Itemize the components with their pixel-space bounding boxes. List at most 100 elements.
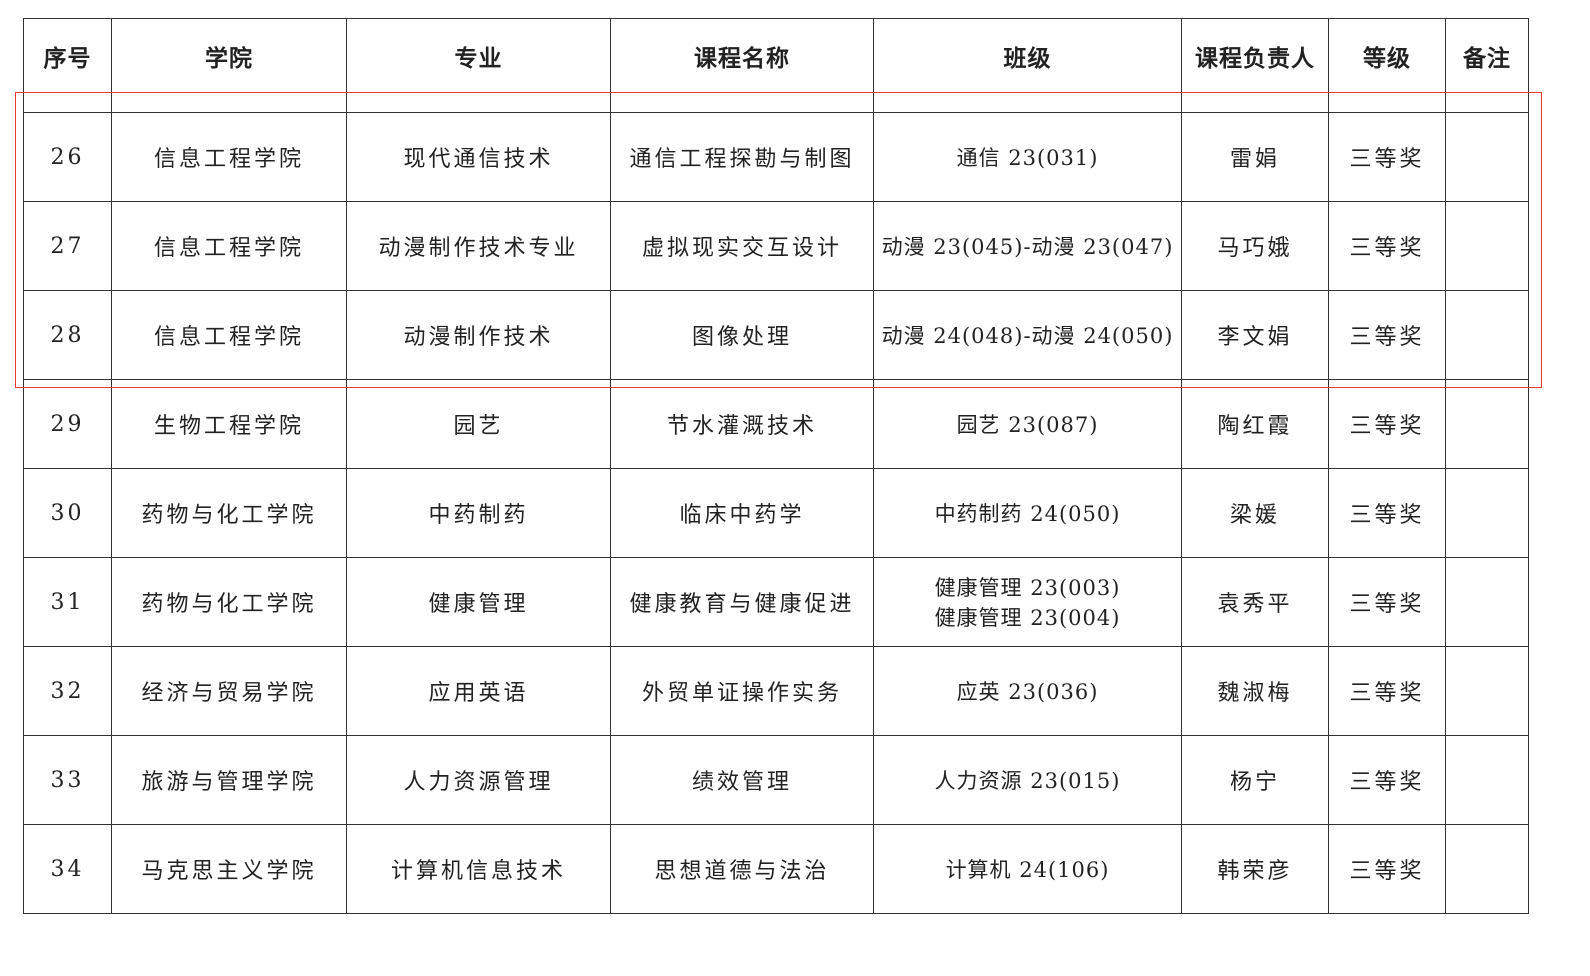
cell-college: 信息工程学院 [111,290,347,380]
cell-college: 信息工程学院 [111,112,347,202]
cell-course: 外贸单证操作实务 [610,646,874,736]
cell-class: 健康管理 23(003) 健康管理 23(004) [873,557,1182,647]
cell-major: 人力资源管理 [346,735,611,825]
cell-teacher: 马巧娥 [1181,201,1329,291]
table-row: 32 经济与贸易学院 应用英语 外贸单证操作实务 应英 23(036) 魏淑梅 三等奖 [23,646,1529,736]
cell-no: 30 [23,468,112,558]
header-major: 专业 [346,18,611,93]
cell-class: 人力资源 23(015) [873,735,1182,825]
cell-college: 药物与化工学院 [111,557,347,647]
cell-major: 动漫制作技术专业 [346,201,611,291]
cell-college: 马克思主义学院 [111,824,347,914]
class-line: 人力资源 23(015) [934,769,1121,793]
cell-college: 经济与贸易学院 [111,646,347,736]
cell-course: 通信工程探勘与制图 [610,112,874,202]
cell-course: 虚拟现实交互设计 [610,201,874,291]
cell-level: 三等奖 [1328,201,1446,291]
cell-no: 31 [23,557,112,647]
cell-course: 节水灌溉技术 [610,379,874,469]
cell-note [1445,735,1529,825]
cell-major: 应用英语 [346,646,611,736]
table-row: 28 信息工程学院 动漫制作技术 图像处理 动漫 24(048)-动漫 24(050) 李… [23,290,1529,380]
award-table: 序号 学院 专业 课程名称 班级 课程负责人 等级 备注 26 信息工程学院 现代通信技术 通信工程… [23,18,1529,914]
header-teacher: 课程负责人 [1181,18,1329,93]
cell-level: 三等奖 [1328,824,1446,914]
cell-level: 三等奖 [1328,468,1446,558]
class-line: 动漫 24(048)-动漫 24(050) [881,324,1174,348]
table-row: 34 马克思主义学院 计算机信息技术 思想道德与法治 计算机 24(106) 韩荣彦 三等奖 [23,824,1529,914]
cell-course: 绩效管理 [610,735,874,825]
header-college: 学院 [111,18,347,93]
cell-major: 健康管理 [346,557,611,647]
cell-no: 33 [23,735,112,825]
header-no: 序号 [23,18,112,93]
cell-course: 图像处理 [610,290,874,380]
cell-no: 29 [23,379,112,469]
cell-class: 动漫 23(045)-动漫 23(047) [873,201,1182,291]
cell-class: 中药制药 24(050) [873,468,1182,558]
cell-note [1445,824,1529,914]
cell-class: 通信 23(031) [873,112,1182,202]
table-row: 31 药物与化工学院 健康管理 健康教育与健康促进 健康管理 23(003) 健康管理 2… [23,557,1529,647]
header-class: 班级 [873,18,1182,93]
cell-teacher: 杨宁 [1181,735,1329,825]
header-row: 序号 学院 专业 课程名称 班级 课程负责人 等级 备注 [23,18,1529,93]
cell-level: 三等奖 [1328,290,1446,380]
cell-no: 26 [23,112,112,202]
cell-teacher: 袁秀平 [1181,557,1329,647]
table-row: 26 信息工程学院 现代通信技术 通信工程探勘与制图 通信 23(031) 雷娟 三等奖 [23,112,1529,202]
cell-class: 动漫 24(048)-动漫 24(050) [873,290,1182,380]
cell-teacher: 雷娟 [1181,112,1329,202]
cell-level: 三等奖 [1328,557,1446,647]
cell-note [1445,646,1529,736]
table-row: 29 生物工程学院 园艺 节水灌溉技术 园艺 23(087) 陶红霞 三等奖 [23,379,1529,469]
cell-major: 中药制药 [346,468,611,558]
class-line: 应英 23(036) [956,680,1099,704]
cell-teacher: 梁媛 [1181,468,1329,558]
cell-class: 计算机 24(106) [873,824,1182,914]
header-note: 备注 [1445,18,1529,93]
spacer-row [23,92,1529,113]
cell-level: 三等奖 [1328,646,1446,736]
cell-college: 药物与化工学院 [111,468,347,558]
cell-note [1445,557,1529,647]
cell-teacher: 李文娟 [1181,290,1329,380]
cell-class: 应英 23(036) [873,646,1182,736]
header-level: 等级 [1328,18,1446,93]
class-line: 园艺 23(087) [956,413,1099,437]
table-row: 33 旅游与管理学院 人力资源管理 绩效管理 人力资源 23(015) 杨宁 三等奖 [23,735,1529,825]
cell-major: 动漫制作技术 [346,290,611,380]
cell-teacher: 韩荣彦 [1181,824,1329,914]
table-row: 30 药物与化工学院 中药制药 临床中药学 中药制药 24(050) 梁媛 三等奖 [23,468,1529,558]
table-row: 27 信息工程学院 动漫制作技术专业 虚拟现实交互设计 动漫 23(045)-动漫 23… [23,201,1529,291]
cell-class: 园艺 23(087) [873,379,1182,469]
cell-teacher: 陶红霞 [1181,379,1329,469]
cell-no: 28 [23,290,112,380]
cell-level: 三等奖 [1328,112,1446,202]
cell-level: 三等奖 [1328,379,1446,469]
cell-major: 现代通信技术 [346,112,611,202]
cell-no: 32 [23,646,112,736]
class-line: 动漫 23(045)-动漫 23(047) [881,235,1174,259]
cell-note [1445,201,1529,291]
class-line: 健康管理 23(004) [934,606,1121,630]
class-line: 计算机 24(106) [945,858,1110,882]
cell-note [1445,468,1529,558]
cell-teacher: 魏淑梅 [1181,646,1329,736]
cell-level: 三等奖 [1328,735,1446,825]
cell-note [1445,379,1529,469]
cell-note [1445,290,1529,380]
cell-note [1445,112,1529,202]
cell-major: 计算机信息技术 [346,824,611,914]
cell-course: 思想道德与法治 [610,824,874,914]
class-line: 健康管理 23(003) [934,576,1121,600]
class-line: 通信 23(031) [956,146,1099,170]
cell-course: 临床中药学 [610,468,874,558]
cell-no: 34 [23,824,112,914]
cell-major: 园艺 [346,379,611,469]
cell-course: 健康教育与健康促进 [610,557,874,647]
cell-college: 信息工程学院 [111,201,347,291]
cell-no: 27 [23,201,112,291]
class-line: 中药制药 24(050) [934,502,1121,526]
header-course: 课程名称 [610,18,874,93]
